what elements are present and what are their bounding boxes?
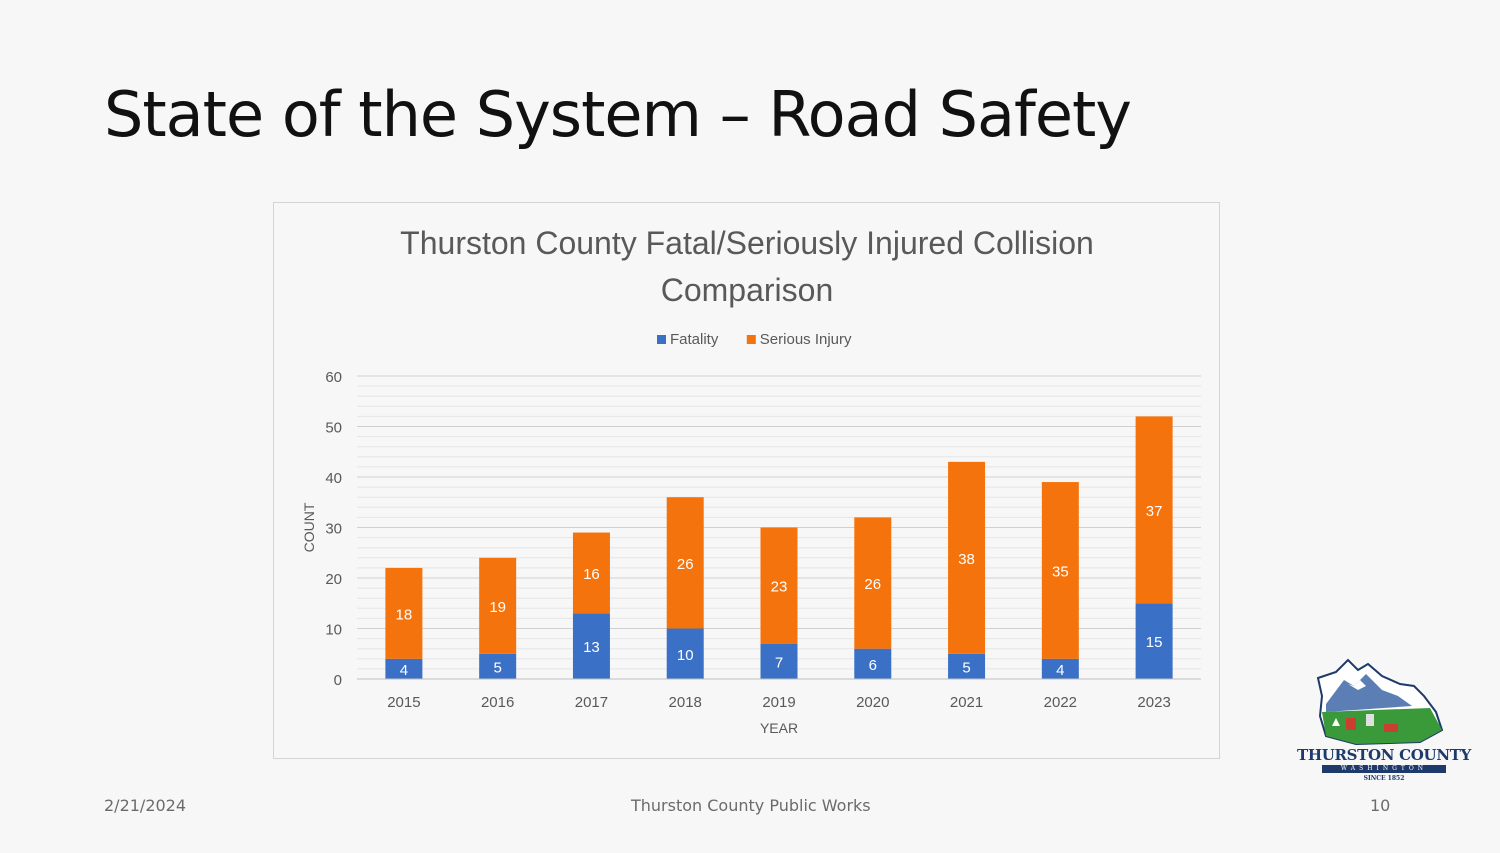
legend-swatch <box>746 335 756 344</box>
data-label: 19 <box>489 599 506 616</box>
bar-segment <box>760 643 798 679</box>
chart-title-line: Thurston County Fatal/Seriously Injured … <box>400 225 1094 261</box>
bar-segment <box>666 628 704 679</box>
data-label: 38 <box>958 551 975 568</box>
x-tick-label: 2023 <box>1137 694 1170 711</box>
legend-label: Fatality <box>670 331 719 348</box>
y-tick-label: 30 <box>325 521 342 538</box>
data-label: 16 <box>583 566 600 583</box>
bar-segment <box>385 658 423 679</box>
x-axis-label: YEAR <box>760 720 798 736</box>
bar-segment <box>666 497 704 629</box>
bar-segment <box>1041 658 1079 679</box>
data-label: 15 <box>1146 634 1163 651</box>
bar-segment <box>479 653 517 679</box>
bar-segment <box>479 557 517 654</box>
logo-name: THURSTON COUNTY <box>1296 746 1472 764</box>
bar-segment <box>948 653 986 679</box>
x-tick-label: 2016 <box>481 694 514 711</box>
legend-label: Serious Injury <box>760 331 852 348</box>
data-label: 10 <box>677 647 694 664</box>
logo-since: SINCE 1852 <box>1363 775 1405 782</box>
bar-segment <box>385 567 423 659</box>
x-tick-label: 2015 <box>387 694 420 711</box>
data-label: 37 <box>1146 503 1163 520</box>
x-tick-label: 2022 <box>1044 694 1077 711</box>
bar-segment <box>572 532 610 614</box>
y-tick-label: 60 <box>325 369 342 386</box>
y-tick-label: 40 <box>325 470 342 487</box>
data-label: 35 <box>1052 563 1069 580</box>
data-label: 5 <box>962 659 970 676</box>
county-logo-graphic <box>1316 658 1444 746</box>
bar-segment <box>760 527 798 644</box>
page-number: 10 <box>1370 796 1391 815</box>
slide-title: State of the System – Road Safety <box>104 78 1132 151</box>
bar-segment <box>572 613 610 679</box>
data-label: 6 <box>869 657 877 674</box>
x-tick-label: 2021 <box>950 694 983 711</box>
data-label: 26 <box>677 556 694 573</box>
footer-department: Thurston County Public Works <box>631 796 871 815</box>
x-tick-label: 2020 <box>856 694 889 711</box>
data-label: 18 <box>396 606 413 623</box>
legend-swatch <box>657 335 666 344</box>
chart-container: Thurston County Fatal/Seriously Injured … <box>273 202 1220 759</box>
bar-segment <box>1135 603 1173 679</box>
data-label: 5 <box>493 659 501 676</box>
bar-segment <box>1041 482 1079 659</box>
county-logo: THURSTON COUNTY WASHINGTON SINCE 1852 <box>1296 656 1472 786</box>
y-tick-label: 50 <box>325 420 342 437</box>
data-label: 7 <box>775 654 783 671</box>
y-axis-label: COUNT <box>301 502 317 552</box>
data-label: 4 <box>1056 662 1064 679</box>
logo-state: WASHINGTON <box>1322 765 1446 773</box>
bar-segment <box>948 461 986 654</box>
y-tick-label: 10 <box>325 622 342 639</box>
y-tick-label: 20 <box>325 571 342 588</box>
bar-segment <box>854 517 892 649</box>
x-tick-label: 2018 <box>669 694 702 711</box>
bar-segment <box>854 648 892 679</box>
data-label: 26 <box>864 576 881 593</box>
data-label: 4 <box>400 662 408 679</box>
x-tick-label: 2017 <box>575 694 608 711</box>
chart-title-line: Comparison <box>661 272 834 308</box>
x-tick-label: 2019 <box>762 694 795 711</box>
footer-date: 2/21/2024 <box>104 796 187 815</box>
data-label: 23 <box>771 579 788 596</box>
bar-segment <box>1135 416 1173 604</box>
data-label: 13 <box>583 639 600 656</box>
bar-chart: Thurston County Fatal/Seriously Injured … <box>301 225 1201 736</box>
y-tick-label: 0 <box>334 672 342 689</box>
